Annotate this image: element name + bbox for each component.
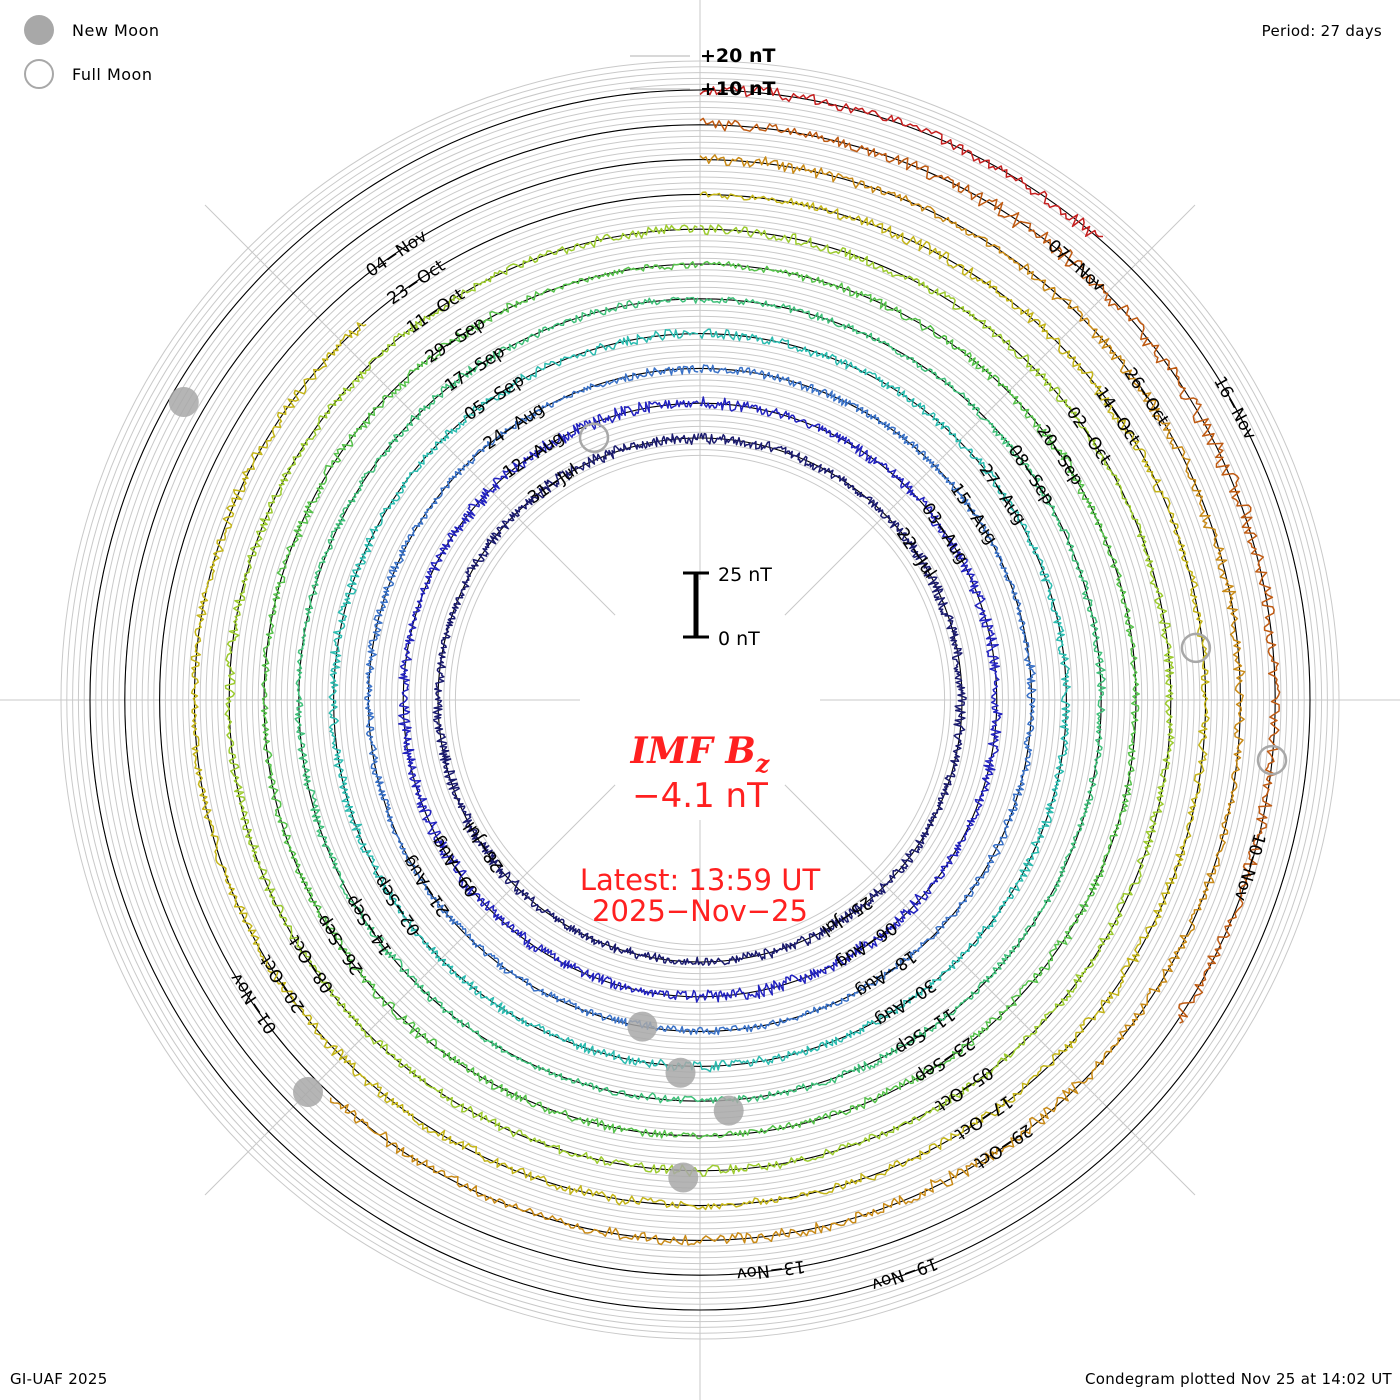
data-trace	[699, 85, 1103, 238]
copyright-label: GI-UAF 2025	[10, 1370, 108, 1388]
data-trace	[329, 154, 1246, 1246]
data-trace	[190, 191, 1210, 1211]
open-circle-icon	[24, 59, 54, 89]
grid-spoke	[784, 784, 1196, 1196]
latest-date-label: 2025−Nov−25	[592, 894, 808, 928]
center-value-label: −4.1 nT	[632, 776, 768, 816]
scale-bar-bottom-label: 0 nT	[718, 628, 760, 650]
center-quantity-label: IMF Bz	[630, 730, 771, 778]
data-trace	[294, 296, 1107, 1104]
new-moon-marker-icon	[665, 1057, 696, 1088]
new-moon-marker-icon	[293, 1077, 323, 1107]
data-trace	[398, 396, 1003, 1003]
scale-bar: 25 nT 0 nT	[683, 564, 772, 650]
radial-tick-labels: +20 nT +10 nT	[700, 45, 776, 100]
data-traces	[89, 85, 1311, 1311]
period-label: Period: 27 days	[1261, 22, 1382, 40]
latest-time-label: Latest: 13:59 UT	[580, 863, 821, 897]
data-trace	[364, 364, 1037, 1036]
legend-label-new-moon: New Moon	[72, 20, 160, 40]
plot-timestamp-label: Condegram plotted Nov 25 at 14:02 UT	[1085, 1370, 1392, 1388]
legend-item-new-moon: New Moon	[24, 8, 284, 52]
new-moon-marker-icon	[668, 1162, 699, 1193]
data-trace	[260, 260, 1140, 1140]
legend-item-full-moon: Full Moon	[24, 52, 284, 96]
radial-tick-leaders	[630, 55, 690, 90]
new-moon-marker-icon	[627, 1011, 658, 1042]
scale-bar-top-label: 25 nT	[718, 564, 772, 586]
moon-phase-legend: New Moon Full Moon	[24, 8, 284, 96]
data-trace	[432, 432, 967, 966]
trace-baseline	[159, 159, 1241, 1241]
legend-label-full-moon: Full Moon	[72, 64, 153, 84]
grid-spoke	[204, 784, 616, 1196]
radial-tick-plus10: +10 nT	[700, 78, 776, 100]
grid-spoke	[204, 204, 616, 616]
filled-circle-icon	[24, 15, 54, 45]
full-moon-marker-icon	[1180, 632, 1212, 664]
radial-tick-plus20: +20 nT	[700, 45, 776, 67]
data-trace	[328, 328, 1071, 1073]
full-moon-marker-icon	[578, 422, 610, 453]
new-moon-marker-icon	[168, 387, 199, 417]
grid-spoke	[784, 204, 1196, 616]
new-moon-marker-icon	[713, 1095, 744, 1126]
moon-markers	[168, 387, 1288, 1193]
data-trace	[224, 224, 1175, 1178]
center-readout: IMF Bz −4.1 nT Latest: 13:59 UT 2025−Nov…	[580, 730, 821, 928]
trace-baseline	[89, 89, 1311, 1311]
full-moon-marker-icon	[1256, 744, 1288, 776]
data-trace	[699, 117, 1281, 1024]
